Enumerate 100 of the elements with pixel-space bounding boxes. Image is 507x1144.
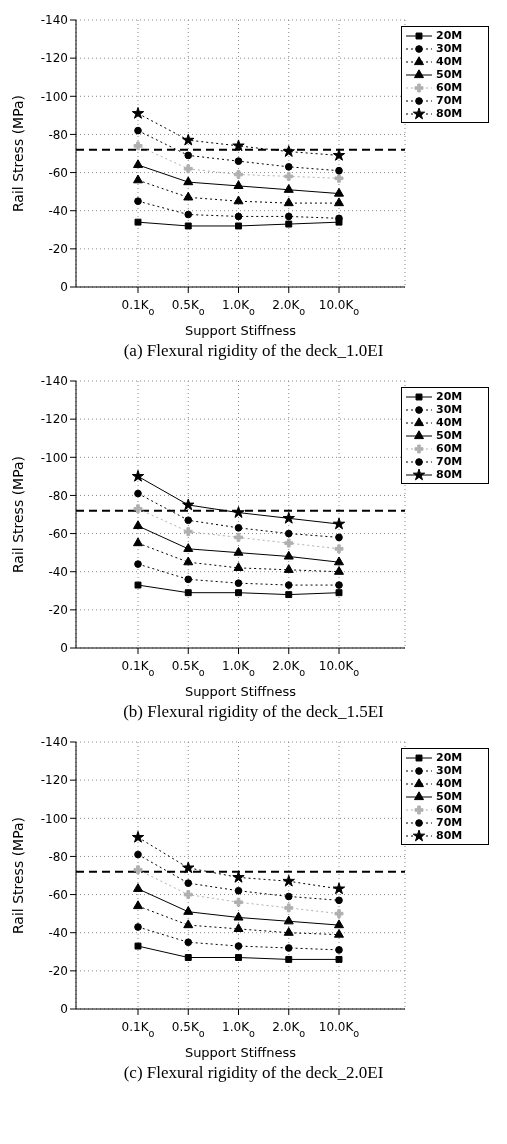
y-tick-label: -120 bbox=[40, 412, 68, 427]
point bbox=[285, 220, 293, 228]
y-axis-title: Rail Stress (MPa) bbox=[9, 455, 26, 574]
x-tick-label: 0.5K$_{o}$ bbox=[171, 298, 205, 317]
point bbox=[184, 954, 192, 961]
point bbox=[282, 511, 295, 524]
point bbox=[334, 928, 344, 938]
point bbox=[232, 506, 245, 518]
x-tick-label: 2.0K$_{o}$ bbox=[272, 659, 306, 678]
point bbox=[184, 151, 193, 160]
y-tick-label: -80 bbox=[48, 849, 68, 864]
point bbox=[334, 566, 344, 575]
x-tick-label: 10.0K$_{o}$ bbox=[318, 1020, 360, 1039]
point bbox=[134, 942, 142, 950]
point bbox=[183, 543, 194, 552]
point bbox=[134, 197, 142, 206]
point bbox=[332, 148, 346, 161]
legend-label: 50M bbox=[436, 789, 463, 803]
point bbox=[335, 896, 343, 905]
y-tick-label: -60 bbox=[48, 887, 68, 902]
point bbox=[233, 923, 244, 932]
legend-label: 20M bbox=[436, 750, 463, 764]
point bbox=[234, 886, 243, 895]
legend-label: 70M bbox=[436, 815, 463, 829]
point bbox=[184, 222, 192, 230]
point bbox=[134, 489, 142, 498]
point bbox=[235, 589, 242, 597]
point bbox=[183, 556, 194, 566]
point bbox=[232, 139, 245, 152]
point bbox=[334, 909, 344, 919]
point bbox=[234, 212, 243, 221]
point bbox=[183, 176, 194, 186]
point bbox=[183, 191, 194, 201]
x-tick-label: 0.5K$_{o}$ bbox=[171, 1020, 205, 1039]
point bbox=[284, 892, 293, 901]
x-axis-title: Support Stiffness bbox=[184, 1045, 297, 1060]
y-tick-label: -120 bbox=[40, 773, 68, 788]
x-tick-label: 10.0K$_{o}$ bbox=[318, 659, 360, 678]
point bbox=[334, 544, 344, 554]
point bbox=[334, 187, 344, 197]
point bbox=[282, 145, 295, 157]
x-tick-label: 0.5K$_{o}$ bbox=[171, 659, 205, 678]
point bbox=[134, 126, 142, 135]
point bbox=[183, 906, 194, 915]
point bbox=[183, 164, 193, 174]
point bbox=[183, 890, 193, 900]
point bbox=[234, 524, 243, 532]
y-tick-label: 0 bbox=[60, 641, 68, 656]
point bbox=[133, 174, 143, 184]
point bbox=[183, 919, 194, 929]
point bbox=[184, 516, 193, 525]
y-tick-label: -80 bbox=[48, 127, 68, 142]
point bbox=[335, 581, 343, 589]
point bbox=[182, 498, 195, 511]
point bbox=[234, 157, 243, 165]
point bbox=[234, 579, 243, 587]
y-tick-label: -100 bbox=[40, 811, 68, 826]
y-tick-label: -60 bbox=[48, 165, 68, 180]
x-axis-title: Support Stiffness bbox=[184, 684, 297, 699]
point bbox=[335, 166, 343, 175]
y-tick-label: -40 bbox=[48, 203, 68, 218]
point bbox=[332, 517, 346, 530]
y-tick-label: -40 bbox=[48, 564, 68, 579]
y-axis-title: Rail Stress (MPa) bbox=[9, 94, 26, 213]
legend-label: 40M bbox=[436, 776, 463, 790]
point bbox=[233, 562, 244, 571]
x-tick-label: 2.0K$_{o}$ bbox=[272, 298, 306, 317]
text: (a) Flexural rigidity of the deck_1.0EI bbox=[122, 341, 385, 361]
point bbox=[134, 850, 142, 859]
point bbox=[184, 575, 193, 584]
legend-label: 80M bbox=[436, 828, 463, 842]
legend-label: 40M bbox=[436, 415, 463, 429]
point bbox=[283, 564, 294, 573]
point bbox=[133, 537, 143, 547]
x-tick-label: 0.1K$_{o}$ bbox=[121, 298, 155, 317]
point bbox=[334, 919, 344, 929]
y-tick-label: -140 bbox=[40, 374, 68, 389]
y-tick-label: -140 bbox=[40, 13, 68, 28]
point bbox=[334, 556, 344, 566]
point bbox=[335, 533, 343, 542]
point bbox=[283, 197, 294, 207]
legend-label: 60M bbox=[436, 80, 463, 94]
point bbox=[284, 212, 293, 221]
point bbox=[284, 529, 293, 538]
legend-label: 60M bbox=[436, 441, 463, 455]
point bbox=[184, 589, 192, 597]
legend-label: 70M bbox=[436, 93, 463, 107]
y-tick-label: -140 bbox=[40, 735, 68, 750]
point bbox=[335, 589, 343, 597]
x-tick-label: 1.0K$_{o}$ bbox=[222, 298, 256, 317]
point bbox=[133, 520, 143, 530]
point bbox=[183, 527, 193, 537]
point bbox=[134, 581, 142, 589]
legend-label: 50M bbox=[436, 428, 463, 442]
point bbox=[133, 865, 143, 875]
legend-label: 20M bbox=[436, 28, 463, 42]
point bbox=[284, 538, 294, 548]
point bbox=[285, 955, 293, 963]
point bbox=[284, 163, 293, 171]
point bbox=[233, 180, 244, 190]
